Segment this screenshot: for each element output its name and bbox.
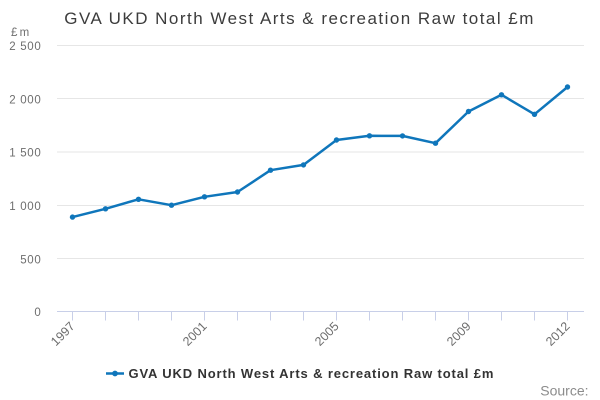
svg-text:2012: 2012 — [543, 319, 573, 349]
svg-text:GVA UKD North West Arts & recr: GVA UKD North West Arts & recreation Raw… — [64, 9, 535, 28]
svg-text:Source:: Source: — [540, 383, 588, 399]
svg-text:2 500: 2 500 — [9, 41, 41, 53]
svg-text:1 000: 1 000 — [9, 201, 41, 213]
svg-text:2005: 2005 — [312, 319, 342, 349]
svg-text:2 000: 2 000 — [9, 94, 41, 106]
svg-text:2001: 2001 — [180, 319, 210, 349]
svg-text:0: 0 — [34, 307, 41, 319]
svg-text:GVA UKD North West Arts & recr: GVA UKD North West Arts & recreation Raw… — [129, 366, 495, 381]
svg-text:2009: 2009 — [444, 319, 474, 349]
svg-text:1997: 1997 — [48, 319, 78, 349]
svg-text:500: 500 — [20, 254, 41, 266]
svg-text:1 500: 1 500 — [9, 148, 41, 160]
svg-text:£m: £m — [11, 27, 31, 39]
